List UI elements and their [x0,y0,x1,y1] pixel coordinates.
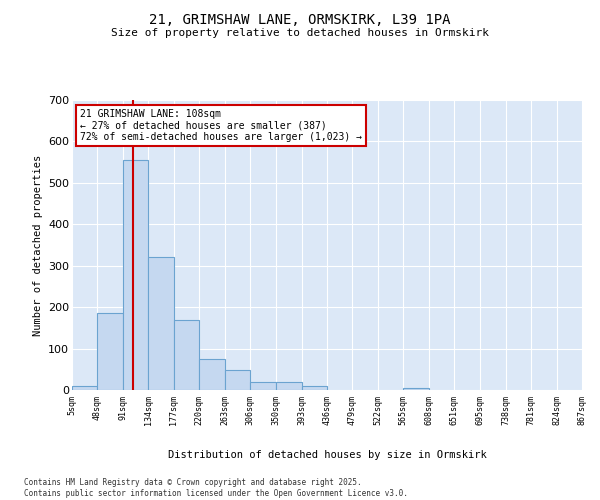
Text: 21 GRIMSHAW LANE: 108sqm
← 27% of detached houses are smaller (387)
72% of semi-: 21 GRIMSHAW LANE: 108sqm ← 27% of detach… [80,108,362,142]
Bar [97,314,123,390]
Bar [403,388,429,390]
Text: Contains HM Land Registry data © Crown copyright and database right 2025.
Contai: Contains HM Land Registry data © Crown c… [24,478,408,498]
Bar [224,370,250,390]
Text: Distribution of detached houses by size in Ormskirk: Distribution of detached houses by size … [167,450,487,460]
Bar [174,320,199,390]
Text: Size of property relative to detached houses in Ormskirk: Size of property relative to detached ho… [111,28,489,38]
Text: 21, GRIMSHAW LANE, ORMSKIRK, L39 1PA: 21, GRIMSHAW LANE, ORMSKIRK, L39 1PA [149,12,451,26]
Bar [302,386,327,390]
Y-axis label: Number of detached properties: Number of detached properties [32,154,43,336]
Bar [72,386,97,390]
Bar [123,160,148,390]
Bar [276,382,302,390]
Bar [148,258,174,390]
Bar [199,359,224,390]
Bar [250,382,275,390]
